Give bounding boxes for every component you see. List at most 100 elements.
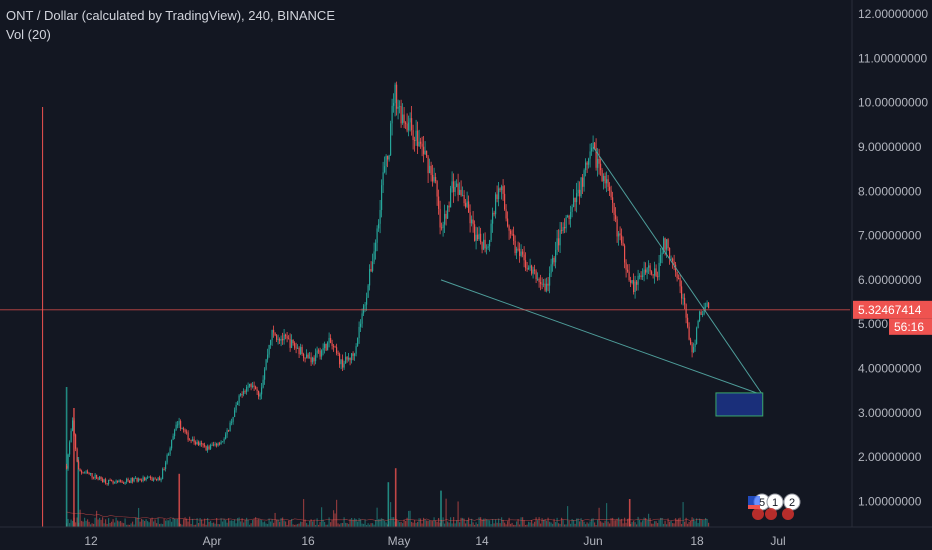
- candle: [618, 231, 620, 246]
- candle: [250, 382, 252, 391]
- candle: [637, 269, 639, 291]
- volume-bar: [412, 522, 414, 527]
- volume-bar: [445, 498, 447, 527]
- volume-bar: [597, 519, 599, 527]
- candle: [249, 383, 251, 388]
- candle: [133, 477, 135, 483]
- candle: [679, 274, 681, 294]
- volume-spike: [628, 499, 631, 527]
- volume-bar: [513, 524, 515, 527]
- current-price-badge: [853, 300, 932, 319]
- candle: [84, 471, 86, 474]
- candle: [381, 179, 383, 218]
- volume-bar: [472, 522, 474, 527]
- volume-bar: [157, 517, 159, 527]
- candle: [412, 124, 414, 150]
- volume-bar: [682, 502, 684, 527]
- volume-bar: [607, 521, 609, 527]
- candle: [312, 356, 314, 365]
- target-zone-box[interactable]: [715, 392, 764, 417]
- candle: [97, 477, 99, 481]
- candle: [217, 442, 219, 447]
- flag-icon[interactable]: [748, 496, 760, 509]
- candle: [538, 277, 540, 288]
- candle: [484, 232, 486, 253]
- event-flag-badge[interactable]: 2: [782, 493, 801, 520]
- candle: [114, 481, 116, 484]
- candle: [195, 440, 197, 446]
- volume-bar: [703, 519, 705, 527]
- volume-bar: [483, 518, 485, 527]
- volume-bar: [382, 519, 384, 527]
- candle: [391, 98, 393, 136]
- candle: [267, 348, 269, 363]
- volume-bar: [280, 518, 282, 527]
- candle: [213, 441, 215, 447]
- volume-bar: [361, 523, 363, 527]
- volume-bar: [358, 518, 360, 527]
- candle: [430, 161, 432, 182]
- volume-bar: [202, 523, 204, 527]
- candle: [81, 469, 83, 475]
- candle: [676, 271, 678, 282]
- volume-bar: [88, 521, 90, 527]
- volume-bar: [654, 521, 656, 527]
- support-trendline[interactable]: [440, 279, 763, 396]
- candle: [220, 440, 222, 445]
- candle: [654, 261, 656, 284]
- candle: [181, 427, 183, 430]
- volume-bar: [538, 517, 540, 527]
- candle: [610, 185, 612, 200]
- candle: [573, 189, 575, 208]
- volume-bar: [424, 519, 426, 527]
- volume-bar: [298, 523, 300, 527]
- candle: [361, 308, 363, 328]
- volume-bar: [363, 523, 365, 527]
- candle: [276, 333, 278, 343]
- volume-bar: [451, 523, 453, 527]
- candle: [300, 343, 302, 356]
- volume-bar: [126, 524, 128, 527]
- volume-bar: [636, 524, 638, 527]
- candle: [310, 352, 312, 367]
- volume-bar: [448, 522, 450, 527]
- volume-bar: [217, 523, 219, 527]
- volume-bar: [76, 517, 78, 527]
- volume-bar: [460, 517, 462, 527]
- volume-bar: [85, 520, 87, 527]
- candle: [702, 310, 704, 318]
- volume-bar: [69, 523, 71, 527]
- candle: [291, 334, 293, 349]
- candle: [232, 416, 234, 425]
- volume-bar: [171, 521, 173, 527]
- volume-bar: [574, 523, 576, 527]
- candle: [450, 185, 452, 208]
- volume-bar: [675, 518, 677, 527]
- volume-bar: [286, 524, 288, 527]
- volume-indicator-label[interactable]: Vol (20): [6, 27, 51, 42]
- candle: [562, 222, 564, 234]
- volume-bar: [453, 517, 455, 527]
- volume-bar: [276, 519, 278, 527]
- volume-bar: [111, 521, 113, 527]
- candle: [295, 342, 297, 354]
- candle: [172, 433, 174, 441]
- y-tick-label: 2.00000000: [858, 450, 922, 464]
- candle: [178, 417, 180, 429]
- event-flag-badge[interactable]: 1: [765, 493, 784, 520]
- x-tick-label: May: [388, 534, 411, 548]
- volume-bar: [255, 517, 257, 527]
- volume-bar: [160, 523, 162, 527]
- volume-bar: [433, 517, 435, 527]
- volume-bar: [651, 523, 653, 527]
- candle: [159, 475, 161, 481]
- candle: [201, 440, 203, 447]
- resistance-trendline[interactable]: [592, 146, 764, 396]
- symbol-title[interactable]: ONT / Dollar (calculated by TradingView)…: [6, 8, 335, 23]
- volume-bar: [621, 518, 623, 527]
- volume-bar: [639, 519, 641, 527]
- candle: [153, 477, 155, 482]
- candle: [346, 356, 348, 363]
- candle: [643, 261, 645, 282]
